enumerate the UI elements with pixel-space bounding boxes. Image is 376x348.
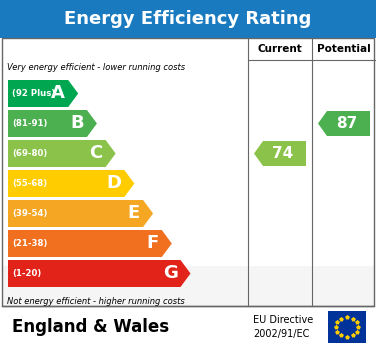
Text: Energy Efficiency Rating: Energy Efficiency Rating bbox=[64, 10, 312, 28]
Text: C: C bbox=[89, 144, 103, 163]
Text: E: E bbox=[128, 205, 140, 222]
Text: England & Wales: England & Wales bbox=[12, 318, 169, 336]
Text: Very energy efficient - lower running costs: Very energy efficient - lower running co… bbox=[7, 63, 185, 72]
Text: Current: Current bbox=[258, 44, 302, 54]
Polygon shape bbox=[8, 200, 153, 227]
Polygon shape bbox=[8, 110, 97, 137]
Bar bbox=[328, 311, 366, 343]
Text: (81-91): (81-91) bbox=[12, 119, 47, 128]
Polygon shape bbox=[8, 260, 191, 287]
Polygon shape bbox=[8, 170, 134, 197]
Text: 74: 74 bbox=[272, 146, 294, 161]
Polygon shape bbox=[254, 141, 306, 166]
Text: EU Directive
2002/91/EC: EU Directive 2002/91/EC bbox=[253, 315, 313, 339]
Polygon shape bbox=[8, 80, 78, 107]
Text: F: F bbox=[147, 235, 159, 253]
Text: (21-38): (21-38) bbox=[12, 239, 47, 248]
Text: (39-54): (39-54) bbox=[12, 209, 47, 218]
Text: G: G bbox=[163, 264, 177, 283]
Text: A: A bbox=[52, 85, 65, 103]
Polygon shape bbox=[8, 230, 172, 257]
Text: Not energy efficient - higher running costs: Not energy efficient - higher running co… bbox=[7, 298, 185, 307]
Text: (55-68): (55-68) bbox=[12, 179, 47, 188]
Polygon shape bbox=[8, 140, 116, 167]
Text: D: D bbox=[106, 174, 121, 192]
Text: Potential: Potential bbox=[317, 44, 371, 54]
Text: (69-80): (69-80) bbox=[12, 149, 47, 158]
Polygon shape bbox=[318, 111, 370, 136]
Bar bbox=[2, 266, 374, 307]
Text: (92 Plus): (92 Plus) bbox=[12, 89, 55, 98]
Text: (1-20): (1-20) bbox=[12, 269, 41, 278]
Text: B: B bbox=[70, 114, 84, 133]
Bar bbox=[0, 0, 376, 38]
Bar bbox=[2, 38, 374, 306]
Text: 87: 87 bbox=[337, 116, 358, 131]
